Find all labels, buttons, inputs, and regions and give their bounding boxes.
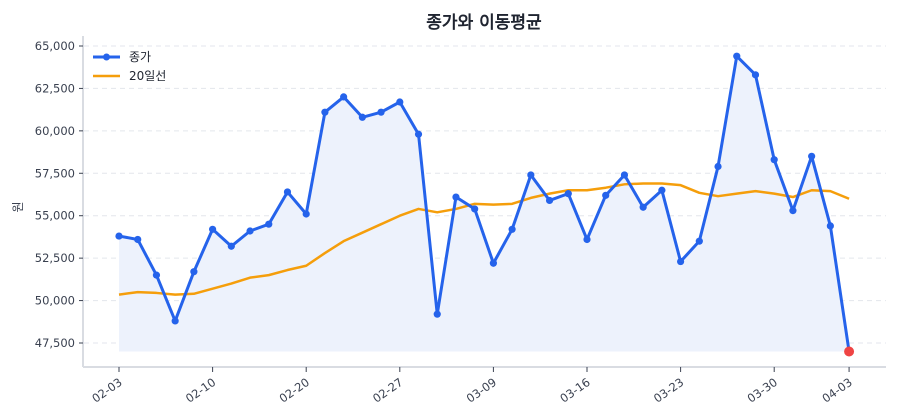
close-point-marker [508, 225, 516, 233]
x-tick-label: 04-03 [819, 375, 854, 406]
y-tick-label: 60,000 [35, 124, 75, 138]
x-tick-label: 02-10 [183, 375, 218, 406]
moving-average-20-line [118, 182, 850, 296]
close-point-marker [377, 108, 385, 116]
close-point-marker [527, 171, 535, 179]
x-tick-label: 02-03 [89, 375, 124, 406]
legend: 종가 20일선 [93, 50, 166, 83]
close-point-marker [471, 205, 479, 213]
y-tick-label: 47,500 [35, 336, 75, 350]
last-point-highlight [844, 346, 855, 357]
close-point-marker [152, 271, 161, 279]
chart-title: 종가와 이동평균 [426, 13, 542, 33]
close-point-marker [433, 310, 441, 318]
close-polyline [118, 54, 851, 352]
x-axis-ticks: 02-03 02-10 02-20 02-27 03-09 03-16 03-23 03-30… [89, 367, 855, 406]
close-point-marker [227, 242, 235, 250]
close-point-marker [695, 237, 703, 245]
close-point-marker [171, 317, 179, 325]
close-fill-polygon [119, 56, 850, 352]
close-point-marker [714, 162, 722, 171]
close-point-marker [283, 188, 292, 196]
close-point-marker [190, 268, 198, 276]
close-point-marker [770, 156, 778, 164]
close-point-marker [340, 93, 348, 101]
close-point-marker [751, 71, 760, 79]
y-tick-label: 52,500 [35, 251, 75, 265]
close-point-marker [620, 171, 629, 179]
close-point-marker [564, 190, 572, 198]
y-axis-ticks: 47,500 50,000 52,500 55,000 57,500 60,000 62,5… [35, 39, 83, 350]
close-point-marker [789, 207, 797, 215]
close-point-marker [134, 235, 142, 244]
close-point-marker [639, 203, 647, 211]
x-tick-label: 03-16 [557, 375, 592, 406]
close-point-marker [209, 225, 217, 233]
legend-close-marker-icon [103, 53, 110, 61]
close-point-marker [414, 130, 423, 138]
legend-item-close: 종가 [93, 50, 151, 64]
close-price-fill-area [119, 56, 850, 352]
x-tick-label: 02-20 [277, 375, 312, 406]
close-price-line [118, 54, 851, 352]
close-point-marker [545, 196, 554, 205]
x-tick-label: 02-27 [370, 375, 405, 406]
legend-label-ma20: 20일선 [129, 69, 166, 83]
close-point-marker [602, 191, 610, 199]
close-point-marker [265, 220, 273, 228]
legend-item-ma20: 20일선 [93, 69, 166, 83]
x-tick-label: 03-23 [651, 375, 686, 406]
close-point-marker [302, 210, 310, 218]
y-tick-label: 50,000 [35, 294, 75, 308]
close-point-marker [452, 193, 460, 201]
close-point-marker [733, 52, 741, 60]
y-tick-label: 62,500 [35, 81, 75, 95]
x-tick-label: 03-30 [745, 375, 780, 406]
last-close-highlight-marker [844, 346, 855, 357]
x-tick-label: 03-09 [464, 375, 499, 406]
y-tick-label: 55,000 [35, 209, 75, 223]
close-point-marker [246, 227, 254, 235]
y-tick-label: 57,500 [35, 166, 75, 180]
close-point-marker [826, 222, 834, 230]
close-point-marker [658, 186, 666, 194]
close-point-marker [358, 113, 366, 121]
close-point-marker [115, 232, 123, 240]
legend-label-close: 종가 [129, 50, 151, 64]
close-point-marker [396, 98, 404, 106]
y-axis-label: 원 [11, 201, 25, 212]
close-point-marker [321, 108, 329, 116]
ma20-polyline [118, 182, 850, 296]
close-point-marker [808, 152, 816, 160]
y-tick-label: 65,000 [35, 39, 75, 53]
close-point-marker [583, 235, 591, 244]
close-point-marker [677, 257, 685, 266]
close-point-marker [489, 259, 497, 267]
